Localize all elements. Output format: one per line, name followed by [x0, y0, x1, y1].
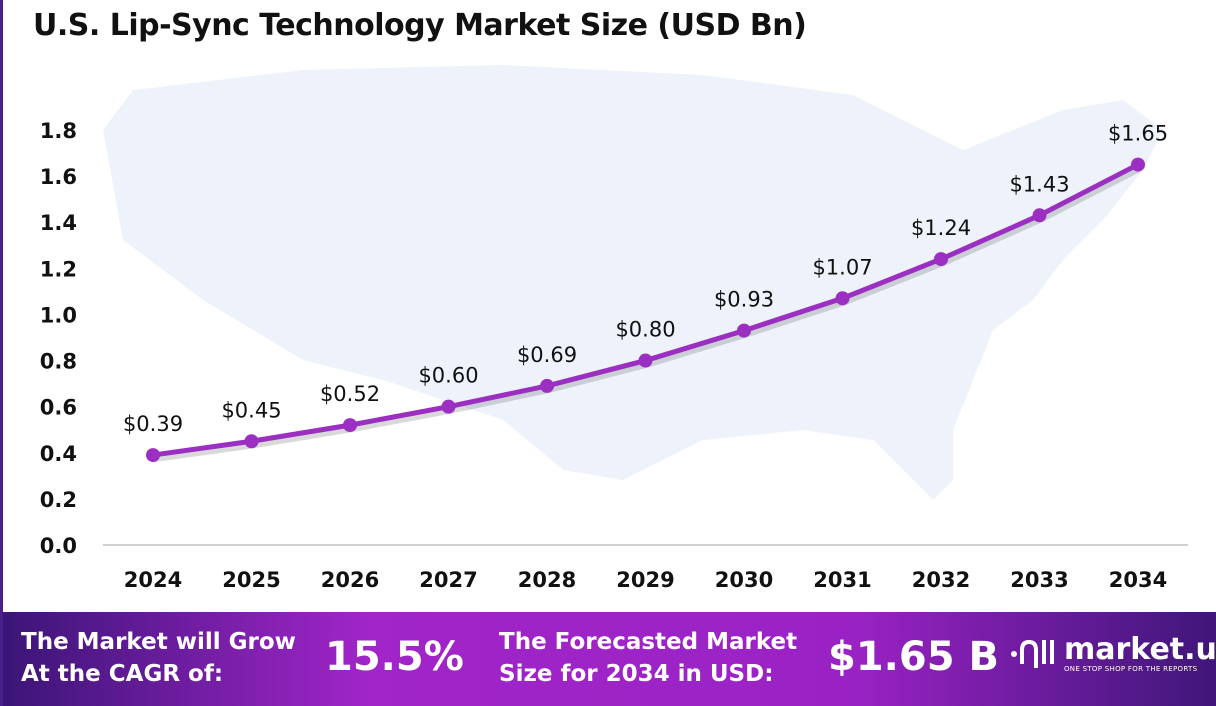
data-point: [934, 252, 948, 267]
data-label: $0.39: [123, 412, 183, 436]
x-tick-label: 2028: [518, 568, 576, 592]
summary-banner: The Market will Grow At the CAGR of: 15.…: [3, 612, 1216, 706]
data-label: $0.69: [517, 343, 577, 367]
y-tick-label: 1.2: [40, 257, 77, 281]
logo-icon: [1011, 639, 1054, 668]
data-label: $0.60: [418, 364, 478, 388]
x-tick-label: 2033: [1010, 568, 1068, 592]
x-tick-label: 2024: [124, 568, 182, 592]
y-tick-label: 0.2: [40, 488, 77, 512]
y-tick-label: 0.0: [40, 534, 77, 558]
y-tick-label: 0.4: [40, 442, 77, 466]
data-point: [638, 353, 653, 368]
logo-name: market.us: [1064, 632, 1216, 667]
data-label: $0.80: [615, 318, 675, 342]
forecast-value: $1.65 B: [828, 634, 999, 680]
x-tick-label: 2034: [1109, 568, 1167, 592]
data-point: [146, 448, 160, 463]
x-tick-label: 2030: [715, 568, 773, 592]
y-tick-label: 1.6: [40, 165, 77, 189]
data-point: [244, 434, 259, 449]
x-tick-label: 2027: [419, 568, 477, 592]
logo-tagline: ONE STOP SHOP FOR THE REPORTS: [1064, 665, 1198, 673]
y-tick-label: 0.6: [40, 396, 77, 420]
market-us-logo: market.us ONE STOP SHOP FOR THE REPORTS: [1008, 634, 1216, 674]
y-tick-label: 1.8: [40, 119, 77, 143]
data-label: $0.52: [320, 382, 380, 406]
x-tick-label: 2032: [912, 568, 970, 592]
data-label: $0.45: [221, 398, 281, 422]
line-chart: 0.0 0.2 0.4 0.6 0.8 1.0 1.2 1.4 1.6 1.8 2024 2025 20…: [40, 65, 1188, 592]
x-tick-label: 2025: [222, 568, 280, 592]
data-label: $1.07: [812, 255, 872, 279]
data-point: [343, 418, 357, 433]
data-point: [441, 399, 456, 414]
us-map-background: [103, 65, 1163, 500]
data-point: [835, 291, 850, 306]
data-point: [540, 378, 554, 393]
data-label: $0.93: [714, 288, 774, 312]
data-point: [737, 323, 751, 338]
cagr-value: 15.5%: [325, 634, 464, 680]
x-tick-label: 2031: [813, 568, 871, 592]
chart-title: U.S. Lip-Sync Technology Market Size (US…: [33, 8, 807, 43]
data-point: [1032, 208, 1047, 223]
forecast-label-line1: The Forecasted Market: [499, 629, 798, 655]
y-tick-label: 1.0: [40, 303, 77, 327]
data-label: $1.65: [1108, 122, 1168, 146]
cagr-label-line2: At the CAGR of:: [21, 661, 224, 687]
y-tick-label: 0.8: [40, 350, 77, 374]
data-label: $1.24: [911, 216, 971, 240]
cagr-label-line1: The Market will Grow: [21, 629, 296, 655]
x-tick-label: 2029: [616, 568, 674, 592]
y-tick-label: 1.4: [40, 211, 77, 235]
x-tick-label: 2026: [321, 568, 379, 592]
forecast-label-line2: Size for 2034 in USD:: [499, 661, 774, 687]
data-label: $1.43: [1009, 172, 1069, 196]
data-point: [1131, 157, 1145, 172]
